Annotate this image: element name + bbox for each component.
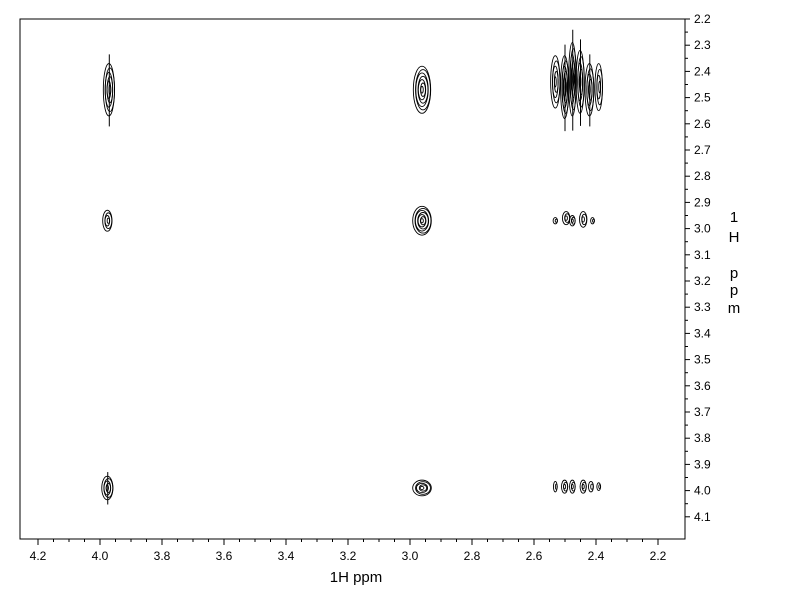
contour-peak	[596, 482, 602, 492]
plot-frame	[19, 18, 686, 540]
contour-level	[420, 85, 424, 94]
contour-level	[419, 485, 425, 491]
contour-level	[581, 484, 585, 490]
contour-peak	[412, 479, 432, 497]
contour-peak	[102, 209, 113, 232]
y-tick-label: 2.5	[694, 91, 711, 105]
x-tick-label: 2.4	[588, 549, 605, 563]
contour-peak	[569, 479, 576, 494]
contour-level	[570, 218, 574, 223]
contour-level	[570, 484, 574, 490]
x-tick-label: 4.0	[92, 549, 109, 563]
y-tick-label: 2.7	[694, 143, 711, 157]
y-tick-label: 4.1	[694, 510, 711, 524]
contour-peak	[412, 65, 432, 114]
y-tick-label: 2.9	[694, 195, 711, 209]
x-tick-label: 3.2	[340, 549, 357, 563]
y-tick-label: 2.3	[694, 38, 711, 52]
contour-peak	[412, 205, 432, 236]
contour-level	[554, 483, 558, 490]
x-tick-label: 3.0	[402, 549, 419, 563]
x-axis: 4.2 4.0 3.8 3.6 3.4 3.2 3.0 2.8 2.6 2.4 2.2	[30, 539, 667, 563]
y-tick-label: 3.0	[694, 222, 711, 236]
y-axis-title-letter: m	[728, 300, 741, 317]
y-tick-label: 2.2	[694, 12, 711, 26]
y-tick-label: 3.6	[694, 379, 711, 393]
contour-peak	[561, 479, 569, 494]
contour-level	[420, 218, 424, 224]
contour-level	[590, 483, 594, 490]
x-tick-label: 3.6	[216, 549, 233, 563]
contour-level	[554, 218, 558, 223]
contour-level	[581, 216, 585, 223]
y-tick-label: 2.8	[694, 169, 711, 183]
contour-peak	[102, 54, 116, 127]
contour-peak	[552, 217, 558, 225]
y-tick-label: 2.6	[694, 117, 711, 131]
contour-peak	[560, 44, 570, 132]
y-tick-label: 3.9	[694, 457, 711, 471]
y-tick-label: 3.8	[694, 431, 711, 445]
y-tick-label: 3.3	[694, 300, 711, 314]
contour-peak	[575, 39, 585, 126]
y-tick-label: 4.0	[694, 484, 711, 498]
contour-peak	[550, 55, 561, 109]
contour-level	[598, 484, 602, 490]
contour-peak	[588, 480, 594, 493]
x-tick-label: 4.2	[30, 549, 47, 563]
contour-level	[598, 80, 602, 94]
x-axis-title: 1H ppm	[330, 569, 383, 586]
y-tick-label: 3.2	[694, 274, 711, 288]
contour-peak	[101, 472, 114, 505]
contour-level	[415, 482, 429, 494]
contour-peak	[594, 63, 603, 112]
contour-peak	[569, 215, 576, 227]
y-tick-label: 3.1	[694, 248, 711, 262]
x-tick-label: 2.6	[526, 549, 543, 563]
contour-level	[592, 218, 595, 223]
y-tick-label: 3.7	[694, 405, 711, 419]
x-tick-label: 2.2	[650, 549, 667, 563]
y-axis-title-letter: 1	[730, 209, 738, 226]
y-axis-title-letter: H	[729, 229, 740, 246]
y-axis-title-letter: p	[730, 282, 738, 299]
contour-peak	[590, 217, 595, 225]
contour-level	[412, 479, 432, 497]
contour-level	[106, 217, 110, 224]
y-axis: 2.2 2.3 2.4 2.5 2.6 2.7 2.8 2.9 3.0 3.1 3.2 3.3 3.4 3…	[685, 12, 711, 524]
x-tick-label: 2.8	[464, 549, 481, 563]
contour-level	[418, 484, 428, 492]
x-tick-label: 3.4	[278, 549, 295, 563]
y-tick-label: 3.5	[694, 353, 711, 367]
y-tick-label: 3.4	[694, 326, 711, 340]
y-tick-label: 2.4	[694, 64, 711, 78]
contour-peak	[552, 480, 558, 493]
contour-peak	[579, 479, 587, 494]
x-tick-label: 3.8	[154, 549, 171, 563]
contour-level	[563, 484, 567, 490]
contour-peaks	[101, 29, 603, 505]
contour-peak	[584, 54, 595, 127]
contour-level	[564, 215, 568, 221]
contour-level	[553, 76, 557, 88]
contour-peak	[579, 211, 588, 228]
y-axis-title-letter: p	[730, 265, 738, 282]
contour-level	[415, 481, 431, 495]
